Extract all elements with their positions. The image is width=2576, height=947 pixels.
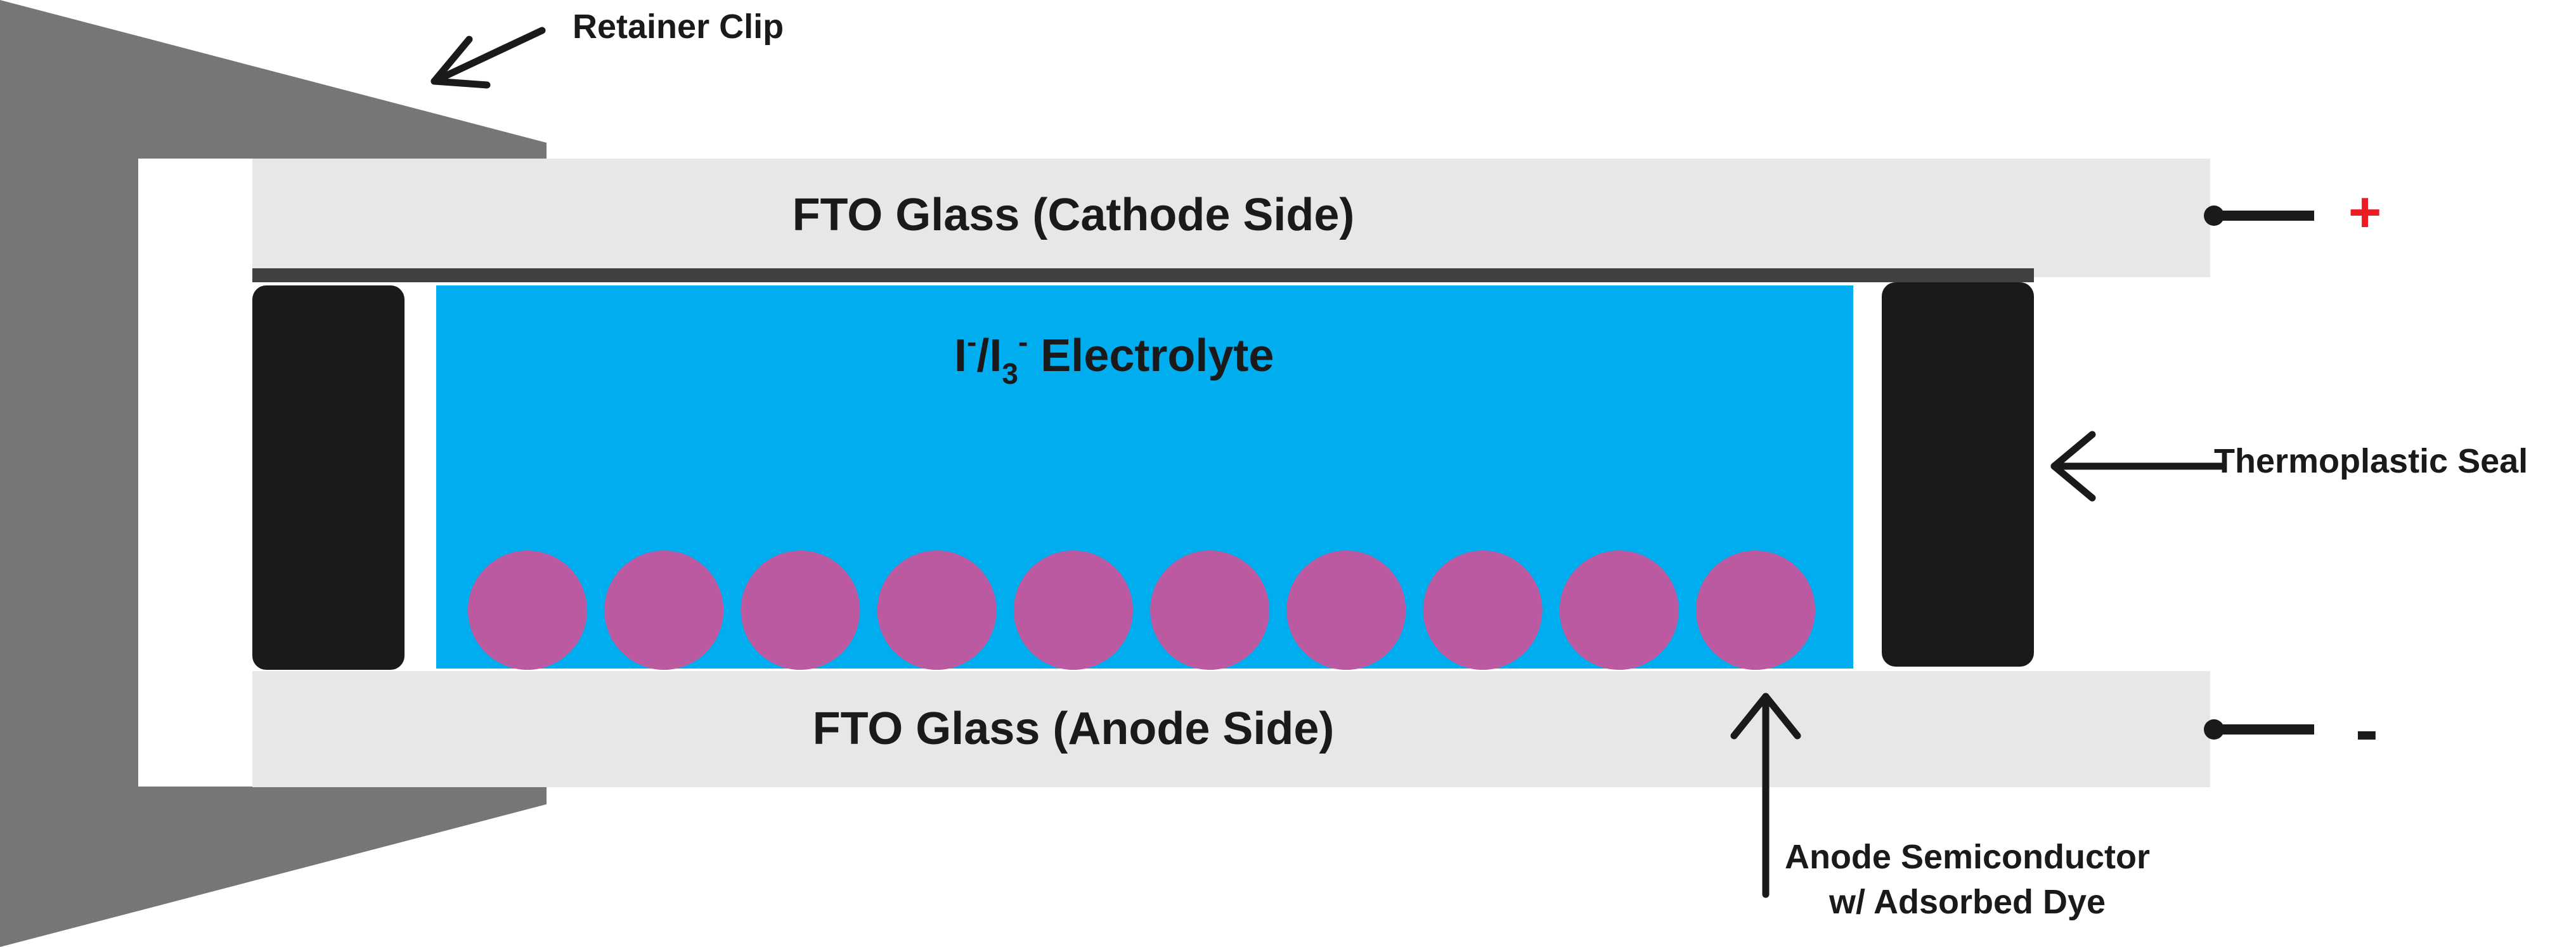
electrolyte-label-slash-i: /I: [976, 330, 1002, 381]
cathode-glass-label: FTO Glass (Cathode Side): [793, 190, 1355, 240]
right-thermoplastic-seal: [1882, 282, 2034, 667]
dye-particle: [1286, 551, 1406, 670]
electrolyte-label-sup2: -: [1018, 325, 1028, 358]
dye-particle: [1423, 551, 1543, 670]
anode-semiconductor-label-line1: Anode Semiconductor: [1785, 838, 2150, 876]
anode-glass-label: FTO Glass (Anode Side): [813, 703, 1335, 754]
thermoplastic-seal-arrow: [2050, 431, 2226, 502]
dye-particle: [604, 551, 724, 670]
positive-terminal-sign: +: [2348, 181, 2382, 244]
dye-particle: [1150, 551, 1270, 670]
electrolyte-label-word: Electrolyte: [1028, 330, 1274, 381]
thermoplastic-seal-label: Thermoplastic Seal: [2214, 442, 2528, 480]
anode-fto-glass: [252, 671, 2210, 787]
electrolyte-label-sub3: 3: [1002, 357, 1018, 390]
dye-particle: [468, 551, 587, 670]
cathode-fto-glass: [252, 159, 2210, 277]
dye-particle: [1559, 551, 1679, 670]
retainer-clip-label: Retainer Clip: [573, 8, 784, 46]
retainer-clip-arrow: [430, 27, 546, 89]
positive-terminal-lead: [2204, 206, 2314, 226]
dye-particle: [877, 551, 997, 670]
electrolyte-label: I-/I3- Electrolyte: [954, 325, 1274, 390]
left-thermoplastic-seal: [252, 285, 405, 670]
dye-particle: [741, 551, 860, 670]
electrolyte-label-sup1: -: [967, 325, 976, 358]
dye-particle-row: [468, 551, 1815, 670]
anode-semiconductor-label-line2: w/ Adsorbed Dye: [1828, 883, 2106, 921]
dye-particle: [1696, 551, 1815, 670]
cathode-layer: [252, 268, 2034, 282]
anode-semiconductor-arrow: [1730, 693, 1801, 898]
negative-terminal-sign: -: [2355, 691, 2379, 769]
retainer-clip: [0, 0, 547, 947]
dye-particle: [1013, 551, 1133, 670]
electrolyte-label-i: I: [954, 330, 967, 381]
negative-terminal-lead: [2204, 719, 2314, 740]
